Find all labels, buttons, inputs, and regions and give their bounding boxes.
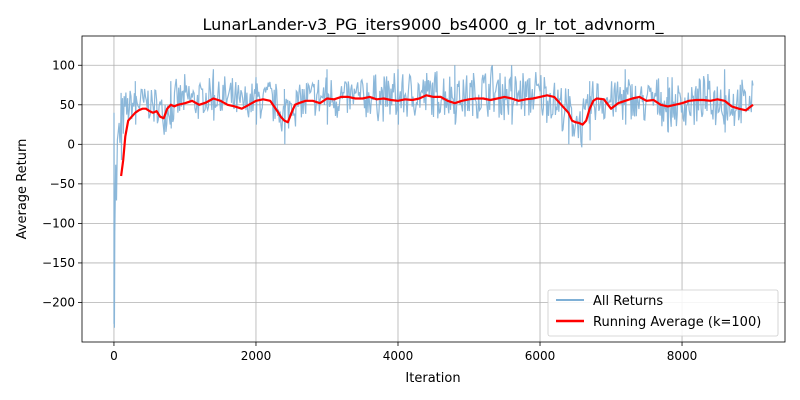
- x-axis-label: Iteration: [405, 371, 460, 386]
- x-tick-label: 2000: [241, 349, 272, 363]
- x-tick-label: 4000: [383, 349, 414, 363]
- y-axis-label: Average Return: [15, 139, 30, 240]
- y-tick-label: −50: [50, 177, 75, 191]
- legend: All Returns Running Average (k=100): [547, 289, 779, 337]
- x-tick-label: 0: [110, 349, 118, 363]
- series-layer: [113, 65, 754, 328]
- y-tick-label: −100: [42, 216, 75, 230]
- chart-title: LunarLander-v3_PG_iters9000_bs4000_g_lr_…: [203, 15, 665, 35]
- ticks: 0 2000 4000 6000 8000 −200 −150 −100 −50 0 50 100: [42, 58, 697, 363]
- y-tick-label: 50: [60, 98, 75, 112]
- x-tick-label: 8000: [667, 349, 698, 363]
- y-tick-label: 0: [67, 137, 75, 151]
- series-running-average: [120, 94, 754, 177]
- plot-frame: [81, 35, 786, 343]
- legend-box: [547, 289, 779, 337]
- y-tick-label: 100: [52, 58, 75, 72]
- legend-label-all-returns: All Returns: [593, 294, 663, 309]
- series-all-returns: [113, 65, 754, 328]
- y-tick-label: −150: [42, 256, 75, 270]
- legend-label-running-average: Running Average (k=100): [593, 315, 761, 330]
- y-tick-label: −200: [42, 295, 75, 309]
- x-tick-label: 6000: [525, 349, 556, 363]
